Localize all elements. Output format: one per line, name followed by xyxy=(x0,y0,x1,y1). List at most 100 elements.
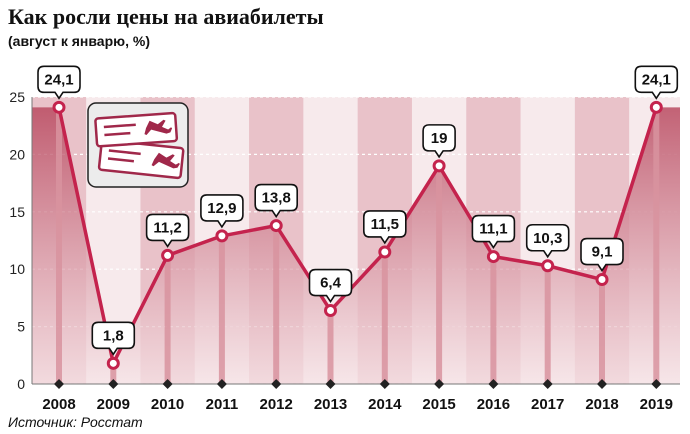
x-tick-label: 2019 xyxy=(640,396,673,413)
data-label-text: 19 xyxy=(431,130,448,147)
x-axis-markers xyxy=(54,379,662,389)
data-label-text: 11,2 xyxy=(153,219,181,236)
plane-tickets-icon xyxy=(87,102,189,188)
data-label: 11,5 xyxy=(363,210,407,245)
data-point xyxy=(432,159,446,173)
data-point xyxy=(541,259,555,273)
x-tick-label: 2010 xyxy=(151,396,184,413)
x-axis-marker xyxy=(108,379,119,389)
data-label-box xyxy=(471,214,516,250)
data-label-text: 24,1 xyxy=(642,71,671,88)
data-label: 11,2 xyxy=(145,213,190,248)
data-point xyxy=(215,229,229,243)
x-axis-marker xyxy=(651,379,662,389)
x-tick-label: 2016 xyxy=(477,396,510,413)
data-point xyxy=(269,219,283,233)
data-label-box xyxy=(145,213,190,248)
data-label: 10,3 xyxy=(525,223,570,259)
data-label-box xyxy=(363,210,407,245)
y-tick-label: 25 xyxy=(9,89,25,105)
data-point xyxy=(649,100,663,114)
data-label-box xyxy=(525,223,570,259)
y-axis-ticks: 0 5 10 15 20 25 xyxy=(9,89,680,392)
x-axis-marker xyxy=(542,379,553,389)
data-label: 19 xyxy=(422,124,456,159)
chart-subtitle: (август к январю, %) xyxy=(8,33,150,49)
data-label: 13,8 xyxy=(254,183,298,219)
y-tick-label: 5 xyxy=(17,319,25,335)
data-label-text: 1,8 xyxy=(103,327,124,344)
data-label-text: 13,8 xyxy=(262,190,291,207)
data-label-box xyxy=(254,183,298,219)
year-stem xyxy=(544,265,551,384)
year-stem xyxy=(56,107,62,384)
x-tick-label: 2017 xyxy=(531,396,564,413)
data-label-text: 6,4 xyxy=(320,275,342,292)
area-fill xyxy=(32,107,680,384)
data-label: 12,9 xyxy=(200,194,244,229)
x-axis-marker xyxy=(488,379,499,389)
data-label-box xyxy=(91,321,136,356)
year-stem xyxy=(653,107,660,384)
data-label: 11,1 xyxy=(471,214,516,250)
x-axis-marker xyxy=(162,379,173,389)
data-label-box xyxy=(308,268,353,303)
year-stem xyxy=(381,251,388,384)
x-tick-label: 2011 xyxy=(206,396,239,413)
data-label-box xyxy=(634,65,679,100)
data-point xyxy=(595,273,609,287)
data-label-text: 11,1 xyxy=(479,221,507,238)
x-axis-marker xyxy=(434,379,445,389)
data-labels: 24,1 1,8 11,2 12,9 13,8 6,4 11,5 19 11,1 10,3 9,1 2… xyxy=(37,65,679,356)
data-point xyxy=(486,250,500,264)
year-stems xyxy=(56,107,660,384)
x-axis-marker xyxy=(271,379,282,389)
year-stem xyxy=(164,255,171,384)
x-tick-label: 2018 xyxy=(585,396,618,413)
data-label-text: 24,1 xyxy=(44,71,73,88)
x-tick-label: 2009 xyxy=(97,396,130,413)
x-tick-label: 2008 xyxy=(42,396,75,413)
data-label-box xyxy=(37,65,81,100)
data-label-box xyxy=(200,194,244,229)
data-label-text: 12,9 xyxy=(207,200,236,217)
data-point xyxy=(378,245,392,259)
data-point xyxy=(324,304,337,318)
x-tick-label: 2015 xyxy=(422,396,455,413)
data-point xyxy=(161,248,175,262)
data-label-text: 10,3 xyxy=(533,230,562,247)
x-tick-label: 2014 xyxy=(368,396,402,413)
series-line xyxy=(57,106,658,366)
x-axis-marker xyxy=(379,379,390,389)
year-stem xyxy=(327,310,334,384)
x-tick-label: 2012 xyxy=(260,396,293,413)
data-point xyxy=(52,100,66,114)
y-tick-label: 20 xyxy=(9,146,25,162)
data-label-text: 11,5 xyxy=(371,216,399,233)
x-axis-marker xyxy=(216,379,227,389)
y-tick-label: 15 xyxy=(9,204,25,220)
year-stem xyxy=(436,165,443,384)
year-stem xyxy=(273,225,280,384)
x-axis-ticks: 2008 2009 2010 2011 2012 2013 2014 2015 2016 2017… xyxy=(42,396,673,413)
year-stem xyxy=(490,256,497,384)
data-label: 24,1 xyxy=(634,65,679,100)
data-label: 24,1 xyxy=(37,65,81,100)
data-label-box xyxy=(422,124,456,159)
y-tick-label: 10 xyxy=(9,261,25,277)
year-stem xyxy=(599,279,605,384)
data-label-box xyxy=(580,237,624,272)
year-stem xyxy=(110,363,117,384)
x-axis-marker xyxy=(597,379,607,389)
data-label: 9,1 xyxy=(580,237,624,272)
data-label-text: 9,1 xyxy=(592,244,613,261)
data-label: 1,8 xyxy=(91,321,136,356)
x-axis-marker xyxy=(54,379,64,389)
source-note: Источник: Росстат xyxy=(8,414,143,430)
data-point xyxy=(106,356,120,370)
y-tick-label: 0 xyxy=(17,376,25,392)
year-stem xyxy=(218,235,225,384)
x-axis-marker xyxy=(325,379,336,389)
chart-title: Как росли цены на авиабилеты xyxy=(8,4,324,29)
